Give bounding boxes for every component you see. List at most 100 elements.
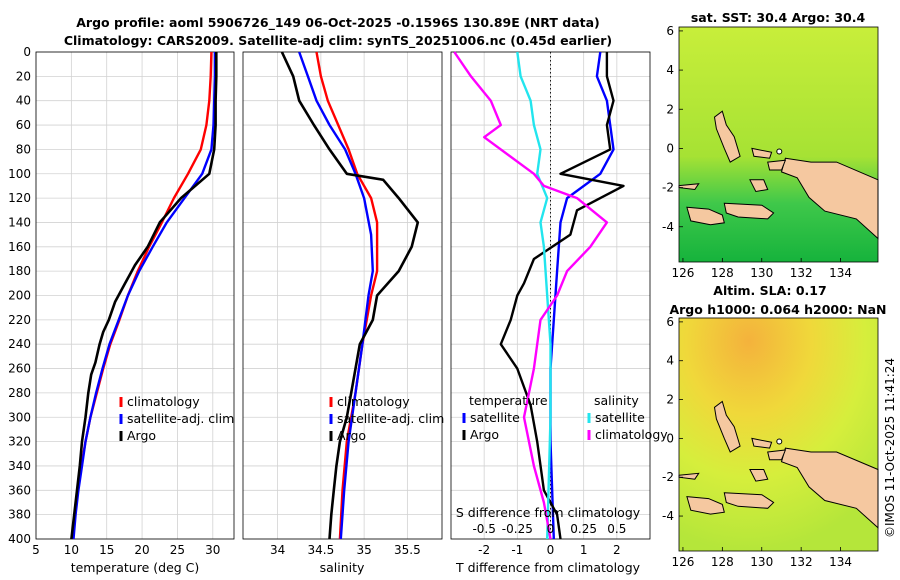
difference-panel: -2 -1 0 1 2 T difference from climatology S di… [450, 51, 668, 575]
diff-legend-temp-header: temperature [469, 393, 548, 408]
depth-tick-label: 80 [16, 142, 31, 156]
sla-map-y-tick-label: -2 [662, 470, 674, 484]
depth-tick-label: 180 [8, 264, 31, 278]
sst-map-x-tick-label: 128 [711, 266, 734, 280]
temperature-panel: 0 20 40 60 80 100 120 140 160 180 200 220 240 260 280 3… [8, 45, 235, 575]
imos-watermark: ©IMOS 11-Oct-2025 11:41:24 [883, 358, 897, 538]
depth-tick-label: 160 [8, 240, 31, 254]
sla-map-y-tick-label: 0 [666, 431, 674, 445]
x-tick-label: 35 [356, 543, 371, 557]
x-tick-label: -1 [511, 543, 523, 557]
sst-map-panel: 126 128 130 132 134 6 4 2 0 -2 -4 [662, 24, 879, 280]
sst-map-x-tick-label: 126 [671, 266, 694, 280]
diff-s-satellite-line [516, 51, 552, 540]
sla-map-x-tick-label: 128 [711, 555, 734, 569]
depth-tick-label: 380 [8, 508, 31, 522]
sla-map-land-waigeo [751, 437, 773, 449]
depth-tick-label: 120 [8, 191, 31, 205]
x-tick-label: 34 [270, 543, 285, 557]
sst-map-y-tick-label: -4 [662, 220, 674, 234]
depth-tick-label: 400 [8, 532, 31, 546]
x-tick-label: 10 [64, 543, 79, 557]
diff-upper-axis-label: S difference from climatology [456, 505, 641, 520]
sla-map-x-tick-label: 126 [671, 555, 694, 569]
x-tick-label: 5 [32, 543, 40, 557]
x-tick-label: 0 [547, 543, 555, 557]
s-diff-tick-label: -0.5 [472, 522, 495, 536]
depth-tick-label: 20 [16, 69, 31, 83]
sst-map-argo-marker [776, 148, 783, 155]
diff-s-climatology-line [453, 51, 609, 540]
sal-legend-0-label: climatology [337, 394, 410, 409]
sla-map-y-tick-label: -4 [662, 509, 674, 523]
sst-map-frame [678, 26, 879, 263]
sla-map-y-tick-label: 2 [666, 393, 674, 407]
depth-tick-label: 60 [16, 118, 31, 132]
x-tick-label: 35.5 [394, 543, 421, 557]
sst-map-land-halmahera [713, 110, 741, 163]
x-tick-label: 2 [613, 543, 621, 557]
depth-tick-label: 40 [16, 94, 31, 108]
sal-legend-1-label: satellite-adj. clim [337, 411, 444, 426]
x-tick-label: -2 [478, 543, 490, 557]
sst-map-land-seram [723, 202, 775, 220]
x-tick-label: 15 [99, 543, 114, 557]
s-diff-tick-label: 0.25 [570, 522, 597, 536]
depth-tick-label: 100 [8, 167, 31, 181]
depth-tick-label: 340 [8, 459, 31, 473]
sst-map-y-tick-label: 4 [666, 63, 674, 77]
temp-argo-line [70, 52, 218, 540]
sla-map-title-line2: Argo h1000: 0.064 h2000: NaN [669, 302, 886, 317]
plot-frame [242, 51, 443, 540]
figure-title-line2: Climatology: CARS2009. Satellite-adj cli… [64, 33, 612, 49]
sst-map-land-salawati [767, 159, 787, 171]
sla-map-y-tick-label: 6 [666, 315, 674, 329]
sst-map-y-tick-label: 6 [666, 24, 674, 38]
diff-legend-s-sat-label: satellite [595, 410, 645, 425]
temp-legend-2-label: Argo [127, 428, 156, 443]
x-tick-label: 20 [134, 543, 149, 557]
plot-frame [35, 51, 235, 540]
sla-map-land-misool [749, 469, 769, 482]
sla-map-title-line1: Altim. SLA: 0.17 [713, 283, 826, 298]
sst-map-y-tick-label: 2 [666, 102, 674, 116]
sst-map-land-buru [686, 206, 725, 226]
sla-map-x-tick-label: 134 [829, 555, 852, 569]
sst-map-x-tick-label: 130 [750, 266, 773, 280]
sla-map-land-salawati [767, 449, 787, 461]
x-tick-label: 30 [205, 543, 220, 557]
x-tick-label: 25 [170, 543, 185, 557]
sla-map-land-buru [686, 496, 725, 515]
depth-tick-label: 300 [8, 410, 31, 424]
x-tick-label: 1 [580, 543, 588, 557]
sst-map-title: sat. SST: 30.4 Argo: 30.4 [691, 10, 866, 25]
depth-tick-label: 280 [8, 386, 31, 400]
diff-legend-s-clim-label: climatology [595, 427, 668, 442]
sst-map-land-waigeo [751, 147, 773, 159]
diff-legend-t-argo-label: Argo [470, 427, 499, 442]
sst-map-y-tick-label: -2 [662, 181, 674, 195]
depth-tick-label: 0 [23, 45, 31, 59]
temperature-axis-label: temperature (deg C) [71, 560, 200, 575]
diff-legend-t-sat-label: satellite [470, 410, 520, 425]
sla-map-field [679, 318, 878, 551]
sst-map-x-tick-label: 134 [829, 266, 852, 280]
sst-map-x-tick-label: 132 [790, 266, 813, 280]
depth-tick-label: 260 [8, 362, 31, 376]
sla-map-x-tick-label: 130 [750, 555, 773, 569]
depth-tick-label: 240 [8, 337, 31, 351]
diff-axis-label: T difference from climatology [455, 560, 641, 575]
sal-argo-line [280, 51, 420, 540]
depth-tick-label: 140 [8, 215, 31, 229]
s-diff-tick-label: 0.5 [607, 522, 626, 536]
x-tick-label: 34.5 [308, 543, 335, 557]
salinity-panel: 34 34.5 35 35.5 salinity climatology satellite… [242, 51, 444, 575]
s-diff-tick-label: 0 [547, 522, 555, 536]
sst-map-land-newguinea [780, 157, 879, 240]
temp-legend-0-label: climatology [127, 394, 200, 409]
depth-tick-label: 220 [8, 313, 31, 327]
diff-t-argo-line [499, 52, 625, 540]
depth-tick-label: 360 [8, 483, 31, 497]
depth-tick-label: 320 [8, 435, 31, 449]
